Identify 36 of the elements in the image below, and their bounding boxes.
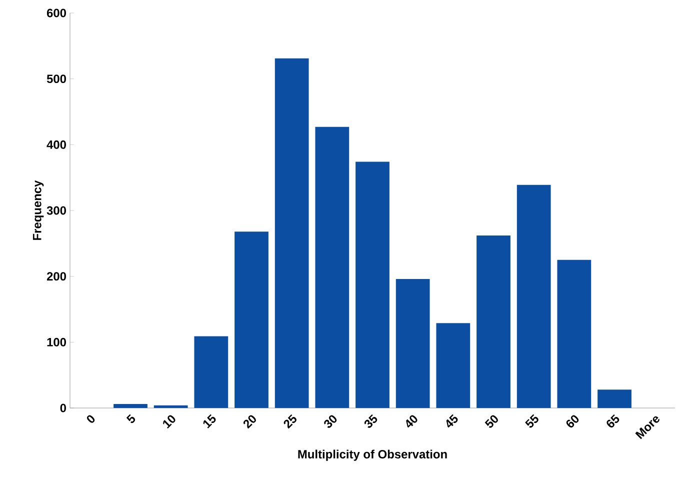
bar <box>356 162 390 408</box>
x-tick-label: 5 <box>126 414 136 423</box>
x-tick-label: 60 <box>566 415 579 428</box>
y-tick-label: 400 <box>46 140 66 149</box>
x-tick-label: 35 <box>364 414 378 428</box>
x-tick-label: 55 <box>525 414 538 428</box>
bar <box>476 236 510 408</box>
x-tick-label: 25 <box>284 414 296 429</box>
x-tick-label: 20 <box>243 415 256 429</box>
bar <box>274 58 309 408</box>
x-tick-label: 40 <box>406 415 418 428</box>
bar <box>598 390 632 408</box>
x-axis-title: Multiplicity of Observation <box>298 450 447 461</box>
bar <box>396 278 430 408</box>
y-tick-label: 200 <box>46 272 66 281</box>
bar <box>234 232 268 408</box>
x-tick-label: 45 <box>446 414 458 428</box>
y-tick-label: 500 <box>46 74 66 84</box>
x-tick-label: 0 <box>86 415 95 423</box>
y-tick-label: 100 <box>47 338 66 346</box>
bar <box>516 184 551 408</box>
x-tick-label: 30 <box>324 415 337 428</box>
x-tick-label: 15 <box>203 414 216 428</box>
bar <box>154 405 188 408</box>
y-tick-label: 600 <box>46 8 66 18</box>
bar <box>315 126 350 408</box>
bar <box>114 404 148 408</box>
bar <box>557 260 592 408</box>
y-axis-title: Frequency <box>32 180 44 240</box>
bar <box>194 336 228 408</box>
y-tick-label: 0 <box>60 404 66 412</box>
x-tick-label: 10 <box>163 415 176 428</box>
x-tick-label: 65 <box>606 414 620 428</box>
x-tick-label: 50 <box>484 415 498 428</box>
bar <box>436 323 470 408</box>
y-tick-label: 300 <box>46 206 66 215</box>
